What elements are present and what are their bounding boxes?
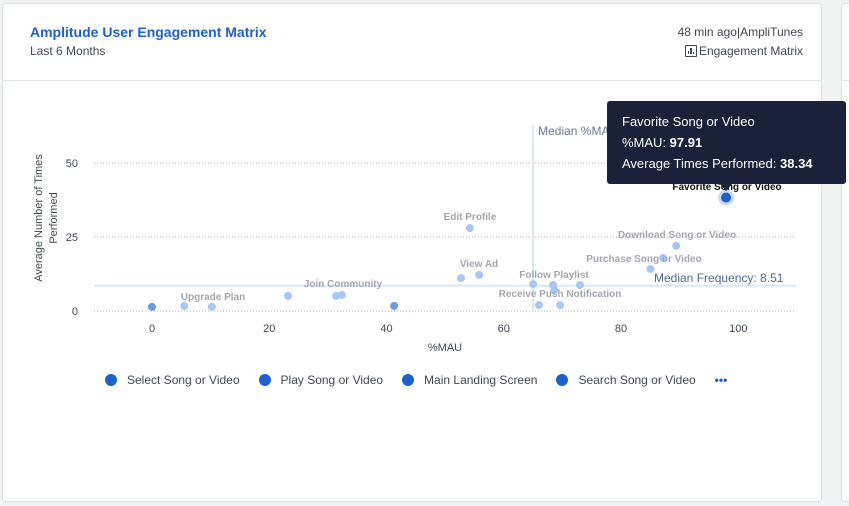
data-point[interactable] [475,270,484,279]
point-label: Purchase Song or Video [586,254,701,265]
data-point[interactable] [332,291,341,300]
legend-dot-icon [258,374,271,386]
tooltip-arrow [719,183,733,191]
data-point[interactable] [550,285,559,294]
data-point[interactable] [672,241,681,250]
project-name: AmpliTunes [740,25,803,39]
y-axis-label-line2: Performed [48,192,60,243]
legend-item[interactable]: Search Song or Video [556,373,696,387]
data-point[interactable] [529,280,538,289]
legend-label: Play Song or Video [280,373,384,387]
point-label: Join Community [304,279,383,290]
point-label: Follow Playlist [519,270,589,281]
meta-separator: | [736,25,741,39]
legend-more-icon[interactable]: ••• [714,373,728,387]
y-tick-label: 0 [72,306,78,318]
updated-time: 48 min ago [677,25,737,39]
x-tick-label: 80 [615,323,627,335]
data-point[interactable] [207,302,216,311]
x-tick-label: 100 [729,323,747,335]
chart-meta-line: 48 min ago|AmpliTunes [678,25,803,39]
chart-date-range: Last 6 Months [30,44,106,58]
y-axis-label: Average Number of Times [33,154,45,282]
median-mau-label: Median %MAU [538,124,618,138]
point-label: Download Song or Video [618,230,736,241]
legend-dot-icon [105,374,117,386]
y-tick-label: 50 [66,158,78,170]
x-tick-label: 20 [263,323,275,335]
data-point[interactable] [646,264,655,273]
x-tick-label: 40 [380,323,392,335]
data-point[interactable] [390,301,399,310]
data-point[interactable] [180,301,189,310]
data-point[interactable] [337,291,346,300]
legend-dot-icon [556,374,569,386]
y-tick-label: 25 [66,232,78,244]
data-point[interactable] [534,301,543,310]
legend-dot-icon [402,374,415,386]
legend-item[interactable]: Play Song or Video [258,373,384,387]
x-tick-label: 0 [149,323,155,335]
tooltip-title: Favorite Song or Video [622,114,755,129]
data-point[interactable] [556,301,565,310]
chart-legend: Select Song or Video Play Song or Video Ma… [105,373,727,387]
legend-label: Select Song or Video [127,373,240,387]
legend-label: Main Landing Screen [424,373,538,387]
point-tooltip: Favorite Song or Video %MAU: 97.91 Avera… [607,101,846,184]
data-point[interactable] [148,302,156,311]
data-point[interactable] [456,274,465,283]
data-point[interactable] [659,254,668,263]
data-point[interactable] [575,280,584,289]
adjacent-card [841,3,849,502]
legend-item[interactable]: Select Song or Video [105,373,240,387]
data-point[interactable] [721,192,732,203]
legend-item[interactable]: Main Landing Screen [402,373,537,387]
tooltip-y: Average Times Performed: 38.34 [622,156,813,171]
tooltip-x: %MAU: 97.91 [622,135,703,150]
card-header: Amplitude User Engagement Matrix Last 6 … [3,4,821,81]
legend-label: Search Song or Video [578,373,696,387]
point-label: View Ad [460,259,498,270]
chart-card: Amplitude User Engagement Matrix Last 6 … [2,3,822,502]
bar-chart-icon [684,45,697,57]
data-point[interactable] [284,291,293,300]
point-label: Edit Profile [444,212,497,223]
median-frequency-label: Median Frequency: 8.51 [654,271,784,285]
chart-type-label: Engagement Matrix [698,44,803,58]
data-point[interactable] [465,224,474,233]
x-axis-label: %MAU [428,342,462,354]
chart-title[interactable]: Amplitude User Engagement Matrix [30,24,267,40]
x-tick-label: 60 [498,323,510,335]
chart-type-line: Engagement Matrix [684,44,803,58]
point-label: Receive Push Notification [499,289,622,300]
point-label: Upgrade Plan [181,292,245,303]
